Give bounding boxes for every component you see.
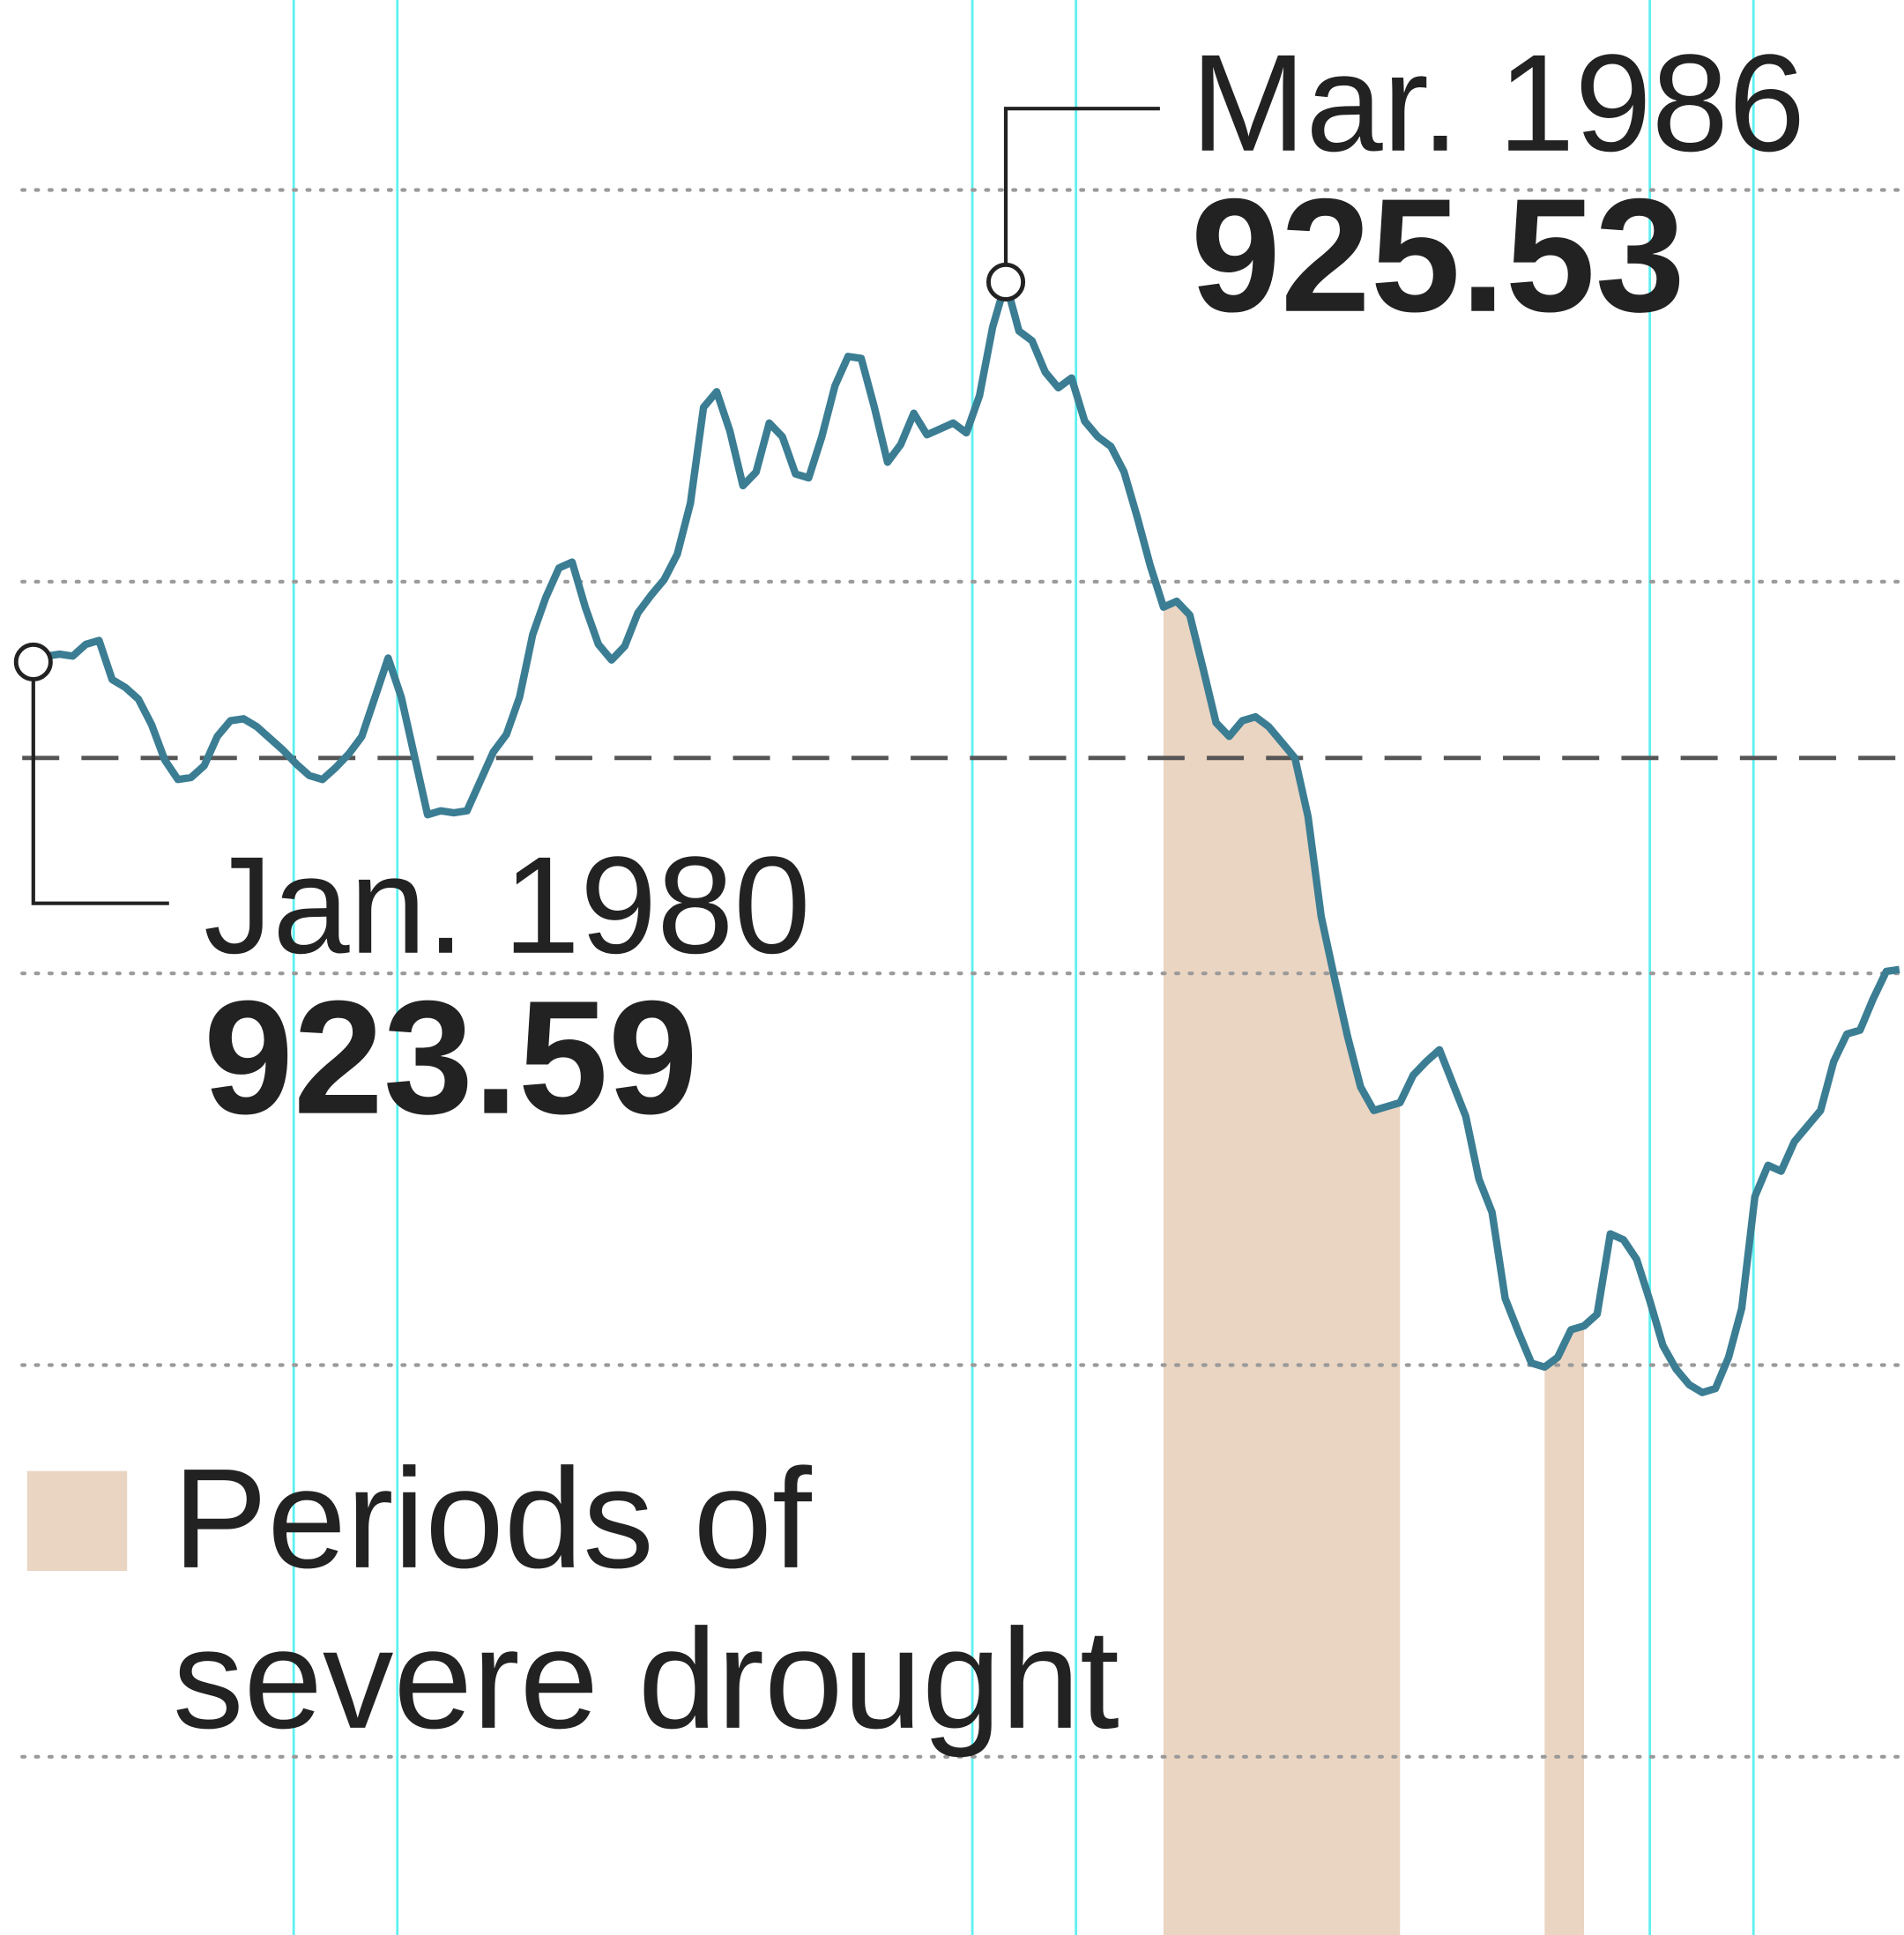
guide-lines (292, 0, 1755, 1935)
annotation-marker (13, 642, 53, 681)
drought-period (1163, 601, 1401, 1935)
annotation-label: Mar. 1986 (1191, 26, 1805, 181)
data-line (32, 278, 1900, 1396)
annotation-leader (1003, 107, 1160, 282)
legend-label: Periods of (173, 1440, 812, 1598)
annotation-value: 925.53 (1191, 165, 1685, 346)
legend-swatch (26, 1470, 128, 1572)
drought-period (1544, 1326, 1585, 1935)
legend-label: severe drought (173, 1600, 1119, 1759)
annotation-leader (31, 661, 169, 905)
annotation-marker (985, 262, 1026, 301)
annotation-label: Jan. 1980 (204, 829, 811, 983)
annotation-value: 923.59 (204, 967, 698, 1148)
